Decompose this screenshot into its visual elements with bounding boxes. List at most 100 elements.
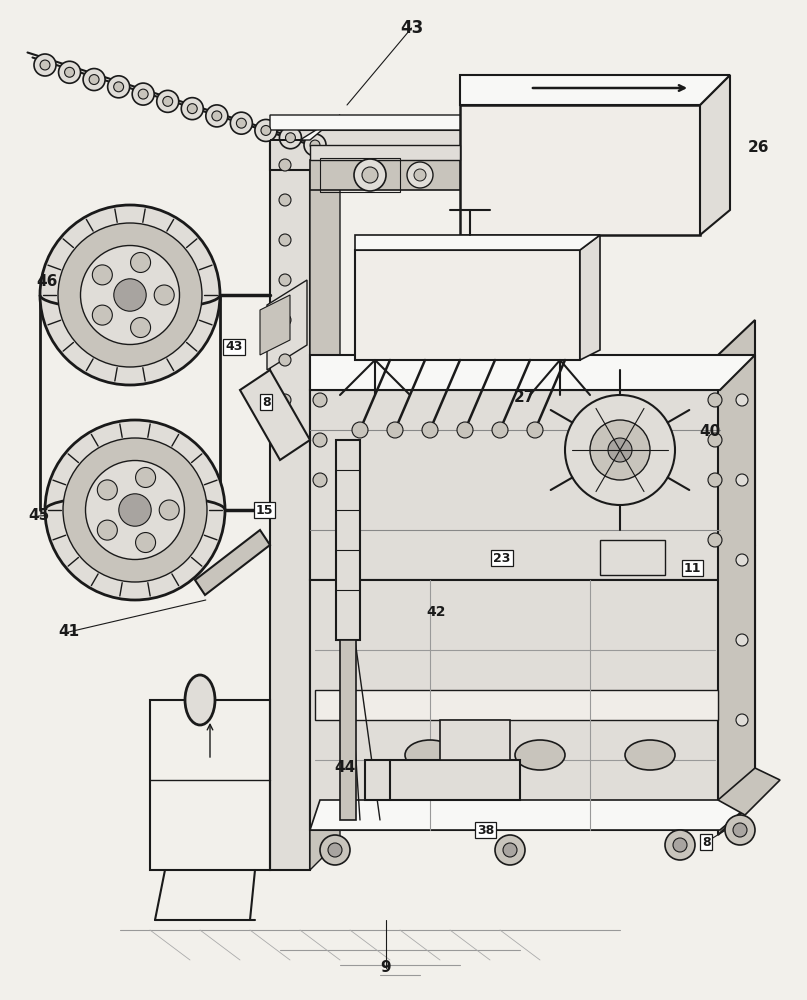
Polygon shape [365, 760, 520, 800]
Polygon shape [310, 580, 720, 830]
Circle shape [492, 422, 508, 438]
Polygon shape [355, 250, 580, 360]
Circle shape [107, 76, 130, 98]
Polygon shape [310, 160, 460, 190]
Circle shape [132, 83, 154, 105]
Circle shape [279, 159, 291, 171]
Circle shape [159, 500, 179, 520]
Polygon shape [340, 640, 356, 820]
Circle shape [45, 420, 225, 600]
Text: 44: 44 [335, 760, 356, 776]
Circle shape [98, 480, 117, 500]
Circle shape [212, 111, 222, 121]
Circle shape [131, 252, 151, 272]
Circle shape [119, 494, 151, 526]
Circle shape [279, 194, 291, 206]
Circle shape [157, 90, 178, 112]
Polygon shape [270, 130, 580, 170]
Polygon shape [310, 145, 460, 160]
Ellipse shape [405, 740, 455, 770]
Circle shape [736, 554, 748, 566]
Polygon shape [315, 690, 718, 720]
Circle shape [114, 82, 123, 92]
Circle shape [63, 438, 207, 582]
Polygon shape [310, 800, 755, 830]
Circle shape [187, 104, 197, 114]
Circle shape [608, 438, 632, 462]
Circle shape [422, 422, 438, 438]
Circle shape [590, 420, 650, 480]
Polygon shape [260, 295, 290, 355]
Circle shape [58, 223, 202, 367]
Text: 23: 23 [493, 552, 511, 564]
Polygon shape [310, 355, 755, 390]
Circle shape [725, 815, 755, 845]
Circle shape [736, 474, 748, 486]
Text: 43: 43 [400, 19, 423, 37]
Polygon shape [720, 355, 755, 580]
Polygon shape [720, 545, 755, 830]
Circle shape [313, 393, 327, 407]
Circle shape [407, 162, 433, 188]
Circle shape [114, 279, 146, 311]
Circle shape [98, 520, 117, 540]
Circle shape [83, 69, 105, 91]
Circle shape [279, 394, 291, 406]
Circle shape [352, 422, 368, 438]
Text: 15: 15 [256, 504, 274, 516]
Polygon shape [580, 115, 610, 170]
Text: 42: 42 [426, 605, 445, 619]
Circle shape [503, 843, 517, 857]
Circle shape [279, 274, 291, 286]
Circle shape [81, 245, 179, 344]
Text: 9: 9 [380, 960, 391, 976]
Circle shape [708, 433, 722, 447]
Circle shape [163, 96, 173, 106]
Circle shape [236, 118, 246, 128]
Circle shape [736, 714, 748, 726]
Polygon shape [240, 370, 310, 460]
Polygon shape [460, 105, 700, 235]
Text: 41: 41 [58, 624, 79, 640]
Circle shape [527, 422, 543, 438]
Circle shape [40, 60, 50, 70]
Ellipse shape [625, 740, 675, 770]
Circle shape [708, 533, 722, 547]
Polygon shape [195, 530, 270, 595]
Ellipse shape [515, 740, 565, 770]
Circle shape [310, 140, 320, 150]
Circle shape [86, 460, 185, 560]
Circle shape [286, 133, 295, 143]
Text: 45: 45 [28, 508, 49, 524]
Circle shape [313, 433, 327, 447]
Circle shape [313, 473, 327, 487]
Circle shape [59, 61, 81, 83]
Circle shape [414, 169, 426, 181]
Circle shape [182, 98, 203, 120]
Circle shape [279, 314, 291, 326]
Circle shape [736, 634, 748, 646]
Text: 43: 43 [225, 340, 243, 354]
Polygon shape [355, 235, 600, 250]
Circle shape [457, 422, 473, 438]
Circle shape [320, 835, 350, 865]
Text: 8: 8 [262, 395, 270, 408]
Circle shape [387, 422, 403, 438]
Ellipse shape [185, 675, 215, 725]
Circle shape [92, 265, 112, 285]
Circle shape [665, 830, 695, 860]
Polygon shape [270, 140, 310, 870]
Polygon shape [718, 768, 780, 815]
Circle shape [131, 318, 151, 338]
Polygon shape [310, 115, 340, 870]
Circle shape [92, 305, 112, 325]
Circle shape [230, 112, 253, 134]
Polygon shape [270, 115, 610, 130]
Circle shape [495, 835, 525, 865]
Circle shape [34, 54, 56, 76]
Circle shape [304, 134, 326, 156]
Polygon shape [310, 390, 720, 580]
Circle shape [136, 467, 156, 487]
Text: 27: 27 [514, 390, 535, 406]
Circle shape [279, 354, 291, 366]
